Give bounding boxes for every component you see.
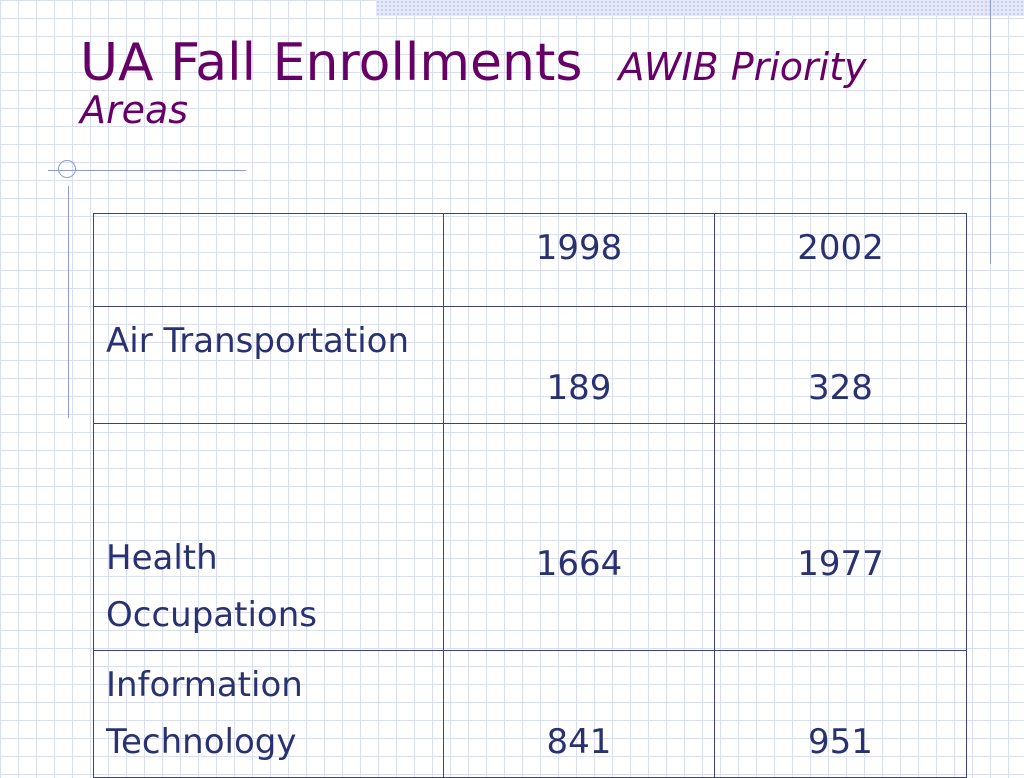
decorative-circle-mark	[58, 160, 76, 178]
value-cell: 841	[443, 650, 715, 778]
value-cell: 1664	[443, 423, 715, 651]
top-decorative-band	[376, 0, 1024, 16]
value-cell: 189	[443, 306, 715, 424]
row-label-air-transportation: Air Transportation	[93, 306, 444, 424]
header-2002: 2002	[714, 213, 967, 307]
table-header-row: 1998 2002	[93, 213, 967, 307]
table-row: Health Occupations 1664 1977	[93, 423, 967, 651]
slide-title-sub: AWIB Priority Areas	[80, 45, 867, 132]
header-empty-cell	[93, 213, 444, 307]
row-label-line: Occupations	[106, 595, 317, 635]
left-decorative-line	[68, 186, 69, 418]
row-label-information-technology: Information Technology	[93, 650, 444, 778]
value-cell: 1977	[714, 423, 967, 651]
enrollment-table: 1998 2002 Air Transportation 189 328 Hea…	[93, 213, 967, 778]
slide-title-main: UA Fall Enrollments	[80, 33, 583, 93]
table-row: Information Technology 841 951	[93, 650, 967, 778]
row-label-line: Information	[106, 665, 303, 705]
row-label-line: Health	[106, 538, 218, 578]
left-decorative-rule	[48, 170, 246, 171]
value-cell: 328	[714, 306, 967, 424]
right-decorative-line	[990, 0, 991, 264]
row-label-line: Technology	[106, 722, 297, 762]
row-label-health-occupations: Health Occupations	[93, 423, 444, 651]
row-label-line: Air Transportation	[106, 321, 409, 361]
table-row: Air Transportation 189 328	[93, 306, 967, 424]
slide-title: UA Fall Enrollments AWIB Priority Areas	[80, 36, 980, 130]
value-cell: 951	[714, 650, 967, 778]
header-1998: 1998	[443, 213, 715, 307]
